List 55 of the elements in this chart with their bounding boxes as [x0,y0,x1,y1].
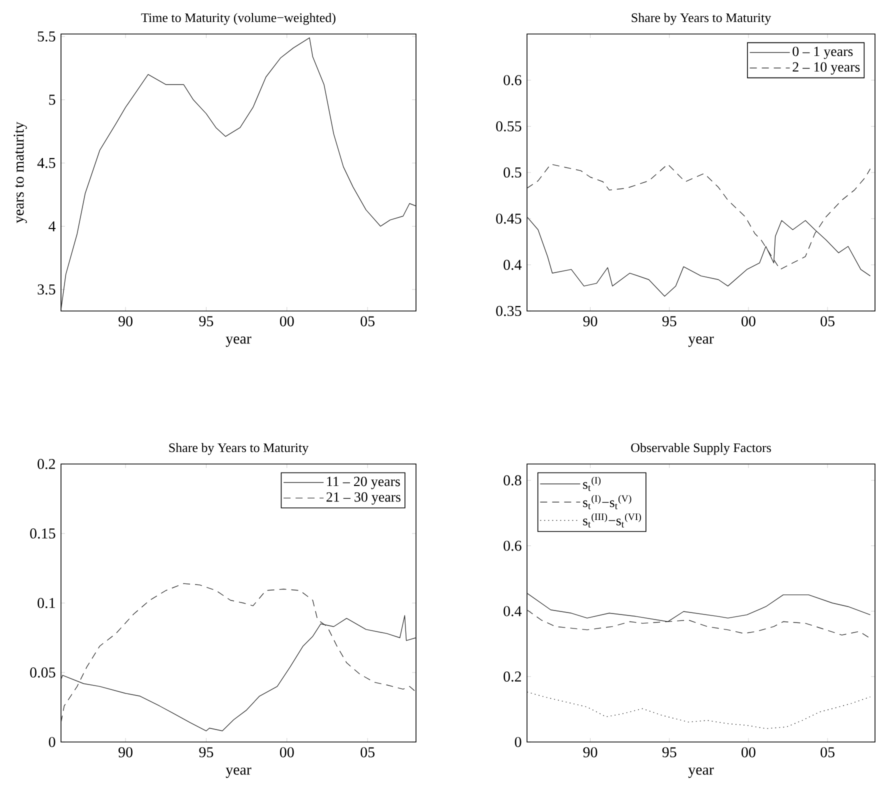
y-tick-label: 0 [514,736,522,748]
legend-label: 0 – 1 years [792,46,853,60]
y-tick-label: 5.5 [38,32,56,42]
y-tick-label: 0.6 [504,540,522,551]
x-tick-label: 05 [360,316,375,326]
chart-title: Share by Years to Maturity [632,13,772,25]
chart-title: Share by Years to Maturity [169,443,309,455]
y-tick-label: 4 [48,221,56,232]
x-tick-label: 00 [280,747,294,758]
legend-label: 2 – 10 years [792,62,860,75]
y-tick-label: 3.5 [38,284,56,295]
x-tick-label: 90 [118,316,132,326]
x-tick-label: 00 [280,316,294,326]
y-tick-label: 0.55 [496,121,522,132]
y-tick-label: 0 [48,736,56,748]
y-tick-label: 0.8 [504,475,522,486]
legend-label: s$_{t}$$^{(I)}$−s$_{t}$(V) [583,494,632,510]
x-tick-label: 90 [583,316,598,326]
y-tick-label: 0.4 [504,260,522,270]
y-tick-label: 0.2 [38,458,55,470]
x-tick-label: 90 [118,747,132,758]
x-tick-label: 05 [820,747,834,758]
x-tick-label: 95 [662,747,676,758]
x-tick-label: 05 [360,747,375,758]
y-tick-label: 5 [49,94,56,105]
y-tick-label: 0.1 [38,598,55,608]
y-tick-label: 0.2 [504,672,521,682]
y-tick-label: 0.15 [30,528,56,539]
y-tick-label: 0.5 [504,167,522,178]
x-tick-label: 95 [662,316,676,326]
x-tick-label: 05 [820,316,834,326]
x-tick-label: 95 [199,747,214,758]
y-tick-label: 4.5 [37,158,56,168]
y-tick-label: 0.05 [30,667,56,678]
x-axis-title: year [688,768,714,778]
x-axis-title: year [688,336,714,347]
line-series [527,692,871,729]
y-tick-label: 0.35 [496,306,522,316]
chart-title: Observable Supply Factors [631,443,771,455]
x-tick-label: 90 [583,747,598,758]
x-tick-label: 95 [199,316,214,326]
line-series [61,37,416,310]
x-axis-title: year [226,768,252,778]
legend-label: s$_{t}$$^{(III)}$−s$_{t}$(VI) [583,513,642,528]
y-axis-title: years to maturity [14,122,27,224]
y-tick-label: 0.6 [504,75,522,86]
chart-title: Time to Maturity (volume−weighted) [141,13,336,25]
legend-label: s$_{t}$(I) [583,476,601,491]
x-axis-title: year [226,336,252,347]
y-tick-label: 0.4 [504,606,522,616]
y-tick-label: 0.45 [496,214,522,224]
legend-label: 21 – 30 years [326,492,400,505]
x-tick-label: 00 [742,747,756,758]
x-tick-label: 00 [742,316,756,326]
legend-label: 11 – 20 years [327,476,400,490]
